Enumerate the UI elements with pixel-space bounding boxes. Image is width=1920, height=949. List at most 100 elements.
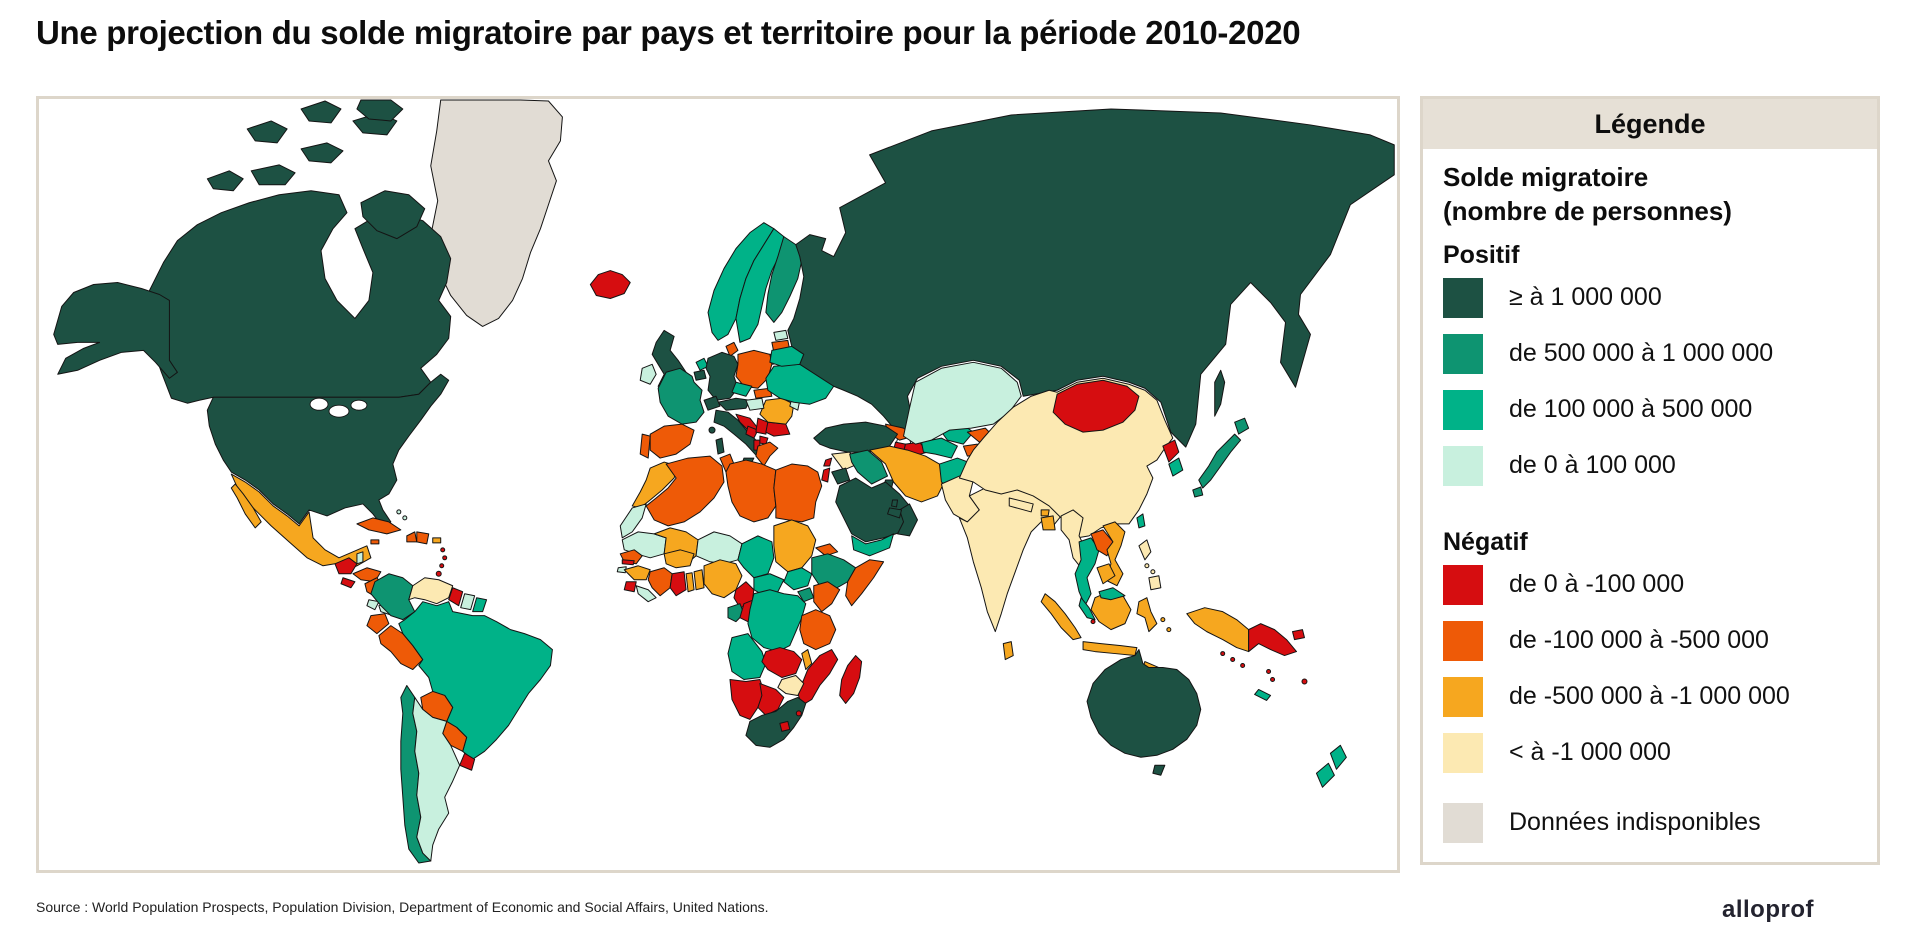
world-map-panel <box>36 96 1400 873</box>
country-japan-kyushu <box>1192 486 1204 498</box>
country-madagascar <box>839 655 863 704</box>
legend-label-pos_0: de 0 à 100 000 <box>1509 451 1676 480</box>
country-bahamas <box>402 515 408 521</box>
country-egypt <box>773 463 823 523</box>
country-chad <box>737 535 775 579</box>
country-corsica <box>708 426 716 434</box>
country-taiwan <box>1136 513 1146 529</box>
country-malaysia-peninsula <box>1078 597 1096 621</box>
country-el-salvador <box>340 577 356 589</box>
legend-swatch-neg_0 <box>1443 564 1483 605</box>
country-mexico-baja <box>230 483 262 529</box>
country-iraq <box>849 449 889 485</box>
country-sierra-leone <box>623 581 637 593</box>
legend-label-pos_500k: de 500 000 à 1 000 000 <box>1509 339 1774 368</box>
country-hungary <box>745 397 765 411</box>
country-canada-island <box>300 100 342 124</box>
country-brazil <box>398 601 553 760</box>
country-peru <box>378 625 424 671</box>
country-eswatini <box>795 710 802 717</box>
country-indonesia-moluccas <box>1166 627 1172 633</box>
country-benin <box>693 569 705 591</box>
country-canada-ellesmere <box>356 99 404 122</box>
country-indonesia-moluccas <box>1160 617 1166 623</box>
legend-swatch-nodata <box>1443 802 1483 843</box>
country-bangladesh <box>1040 515 1056 531</box>
country-uae <box>887 507 903 519</box>
country-belize <box>356 551 364 565</box>
country-jordan <box>831 467 851 485</box>
country-antilles <box>439 563 445 569</box>
country-antilles <box>442 555 448 561</box>
country-ivory-coast <box>647 567 673 597</box>
country-venezuela <box>408 577 454 605</box>
country-qatar <box>891 499 899 508</box>
country-cambodia <box>1096 563 1116 585</box>
country-togo <box>685 572 695 593</box>
legend-swatch-pos_500k <box>1443 333 1483 374</box>
country-singapore <box>1090 619 1096 625</box>
country-papua-new-guinea <box>1248 623 1297 657</box>
country-guatemala <box>334 557 358 575</box>
country-south-sudan <box>783 567 813 591</box>
legend-label-neg_500k: de -500 000 à -1 000 000 <box>1509 682 1790 711</box>
country-namibia <box>729 678 765 720</box>
country-indonesia-sulawesi <box>1136 597 1158 633</box>
country-malawi <box>801 649 813 671</box>
country-jamaica <box>370 539 380 545</box>
country-slovakia <box>753 387 773 399</box>
country-malaysia-borneo <box>1098 587 1126 601</box>
country-new-zealand-south <box>1315 762 1335 788</box>
country-sri-lanka <box>1002 641 1014 661</box>
country-sudan <box>773 519 817 573</box>
country-ecuador <box>366 613 390 635</box>
country-liberia <box>635 585 657 603</box>
country-canada <box>148 190 452 404</box>
country-guyana <box>448 587 464 607</box>
legend-label-nodata: Données indisponibles <box>1509 808 1761 837</box>
country-estonia <box>773 329 789 341</box>
legend-label-neg_0: de 0 à -100 000 <box>1509 570 1685 599</box>
country-czechia <box>731 381 753 397</box>
country-libya <box>725 459 777 523</box>
country-bosnia <box>745 425 759 439</box>
country-philippines-mindanao <box>1148 575 1162 591</box>
country-south-korea <box>1168 457 1184 477</box>
country-philippines-visayas <box>1144 563 1150 569</box>
legend-negative-label: Négatif <box>1443 527 1528 556</box>
page-title: Une projection du solde migratoire par p… <box>36 14 1301 51</box>
country-turkey <box>813 421 899 453</box>
legend-item-neg_0: de 0 à -100 000 <box>1443 564 1857 605</box>
country-north-korea <box>1162 439 1180 463</box>
country-canada-island <box>246 120 288 144</box>
country-new-caledonia <box>1254 688 1272 701</box>
legend-item-nodata: Données indisponibles <box>1443 802 1857 843</box>
country-suriname <box>460 593 476 611</box>
legend-positive-rows: ≥ à 1 000 000 de 500 000 à 1 000 000 de 10… <box>1443 277 1857 486</box>
country-haiti <box>406 531 418 543</box>
great-lake <box>328 404 350 418</box>
country-new-zealand-north <box>1329 744 1347 770</box>
legend-label-pos_1m: ≥ à 1 000 000 <box>1509 283 1662 312</box>
country-nepal <box>1008 497 1034 513</box>
legend-label-neg_100k: de -100 000 à -500 000 <box>1509 626 1769 655</box>
country-niger <box>695 531 743 565</box>
legend-swatch-neg_100k <box>1443 620 1483 661</box>
country-philippines-luzon <box>1138 539 1152 561</box>
country-canada-island <box>206 170 244 192</box>
world-map <box>53 99 1395 864</box>
country-vanuatu <box>1270 677 1276 682</box>
country-australia <box>1086 649 1202 758</box>
country-poland <box>735 349 773 389</box>
country-vanuatu <box>1266 669 1272 675</box>
country-burkina-faso <box>663 549 695 569</box>
country-bhutan <box>1040 509 1050 517</box>
country-zimbabwe <box>777 675 805 696</box>
country-portugal <box>639 433 651 459</box>
legend-swatch-pos_100k <box>1443 389 1483 430</box>
country-png-new-britain <box>1292 629 1305 641</box>
legend-swatch-neg_500k <box>1443 676 1483 717</box>
alloprof-logo: alloprof <box>1722 896 1814 923</box>
country-ireland <box>639 363 657 385</box>
country-lebanon <box>823 457 833 467</box>
